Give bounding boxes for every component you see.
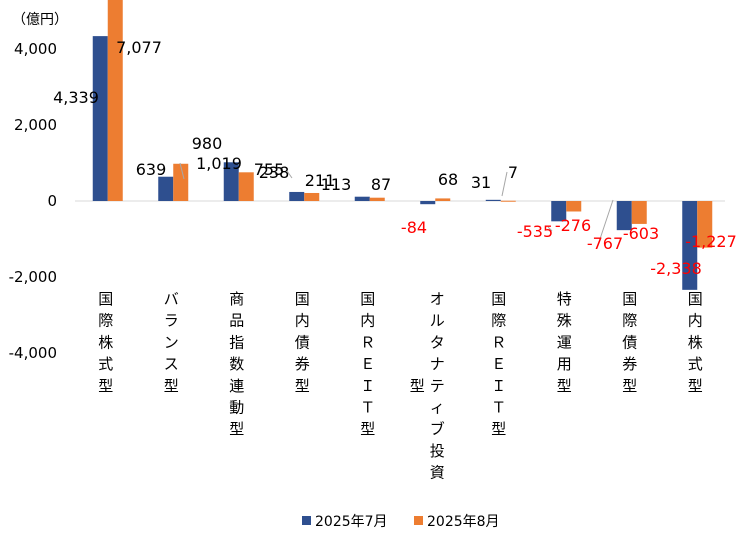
bar (485, 199, 501, 201)
data-label: 755 (254, 160, 285, 179)
category-label: 国内債券型 (295, 290, 310, 395)
bar (304, 192, 320, 201)
data-label: -2,338 (650, 259, 702, 278)
data-label: -1,227 (685, 232, 737, 251)
y-tick-label: 2,000 (14, 116, 57, 134)
legend-label: 2025年8月 (427, 514, 500, 530)
bar (500, 200, 516, 202)
data-label: -767 (587, 234, 623, 253)
leader-line (501, 171, 508, 197)
leader-line (547, 226, 553, 232)
data-label: -535 (517, 222, 553, 241)
bar (551, 201, 567, 222)
category-label: オルタナティブ投資型 (410, 290, 445, 482)
category-label: 特殊運用型 (557, 290, 572, 395)
data-label: 238 (259, 163, 290, 182)
y-tick-label: 0 (47, 192, 57, 210)
data-label: 31 (471, 173, 491, 192)
y-tick-label: -4,000 (9, 344, 57, 362)
data-label: 87 (371, 175, 391, 194)
bar (158, 176, 174, 201)
bar (92, 36, 108, 202)
data-label: 7,077 (116, 38, 162, 57)
legend: 2025年7月 2025年8月 (302, 514, 500, 530)
bar (682, 201, 698, 290)
bar (238, 172, 254, 201)
bar (631, 201, 647, 224)
data-label: -84 (401, 218, 427, 237)
category-label: 国際債券型 (622, 290, 637, 395)
y-tick-label: 4,000 (14, 40, 57, 58)
data-label: 1,019 (196, 154, 242, 173)
leader-line (179, 162, 185, 180)
bar (420, 201, 436, 205)
bar (369, 197, 385, 201)
bar (697, 201, 713, 248)
data-label: 211 (305, 171, 336, 190)
leader-line (286, 170, 293, 179)
data-label: 113 (321, 175, 352, 194)
bar (616, 201, 632, 231)
bar (354, 196, 370, 201)
data-label: -276 (555, 216, 591, 235)
category-label: 国際株式型 (98, 290, 113, 395)
category-label: バランス型 (164, 290, 179, 395)
bar (223, 162, 239, 201)
bar (107, 0, 123, 201)
y-tick-label: -2,000 (9, 268, 57, 286)
data-label: 639 (136, 160, 167, 179)
category-label: 国際ＲＥＩＴ型 (491, 290, 506, 438)
legend-swatch (414, 516, 423, 525)
legend-label: 2025年7月 (315, 514, 388, 530)
bar (289, 191, 305, 201)
data-label: -603 (623, 224, 659, 243)
legend-swatch (302, 516, 311, 525)
category-label: 国内株式型 (688, 290, 703, 395)
data-label: 980 (192, 134, 223, 153)
data-label: 7 (508, 163, 518, 182)
category-label: 商品指数連動型 (229, 290, 244, 438)
data-label: 4,339 (53, 88, 99, 107)
category-label: 国内ＲＥＩＴ型 (360, 290, 375, 438)
bar (173, 163, 189, 201)
bar (435, 198, 451, 201)
data-label: 68 (438, 170, 458, 189)
leader-line (599, 199, 614, 240)
unit-label: （億円） (12, 12, 68, 28)
bar (566, 201, 582, 212)
